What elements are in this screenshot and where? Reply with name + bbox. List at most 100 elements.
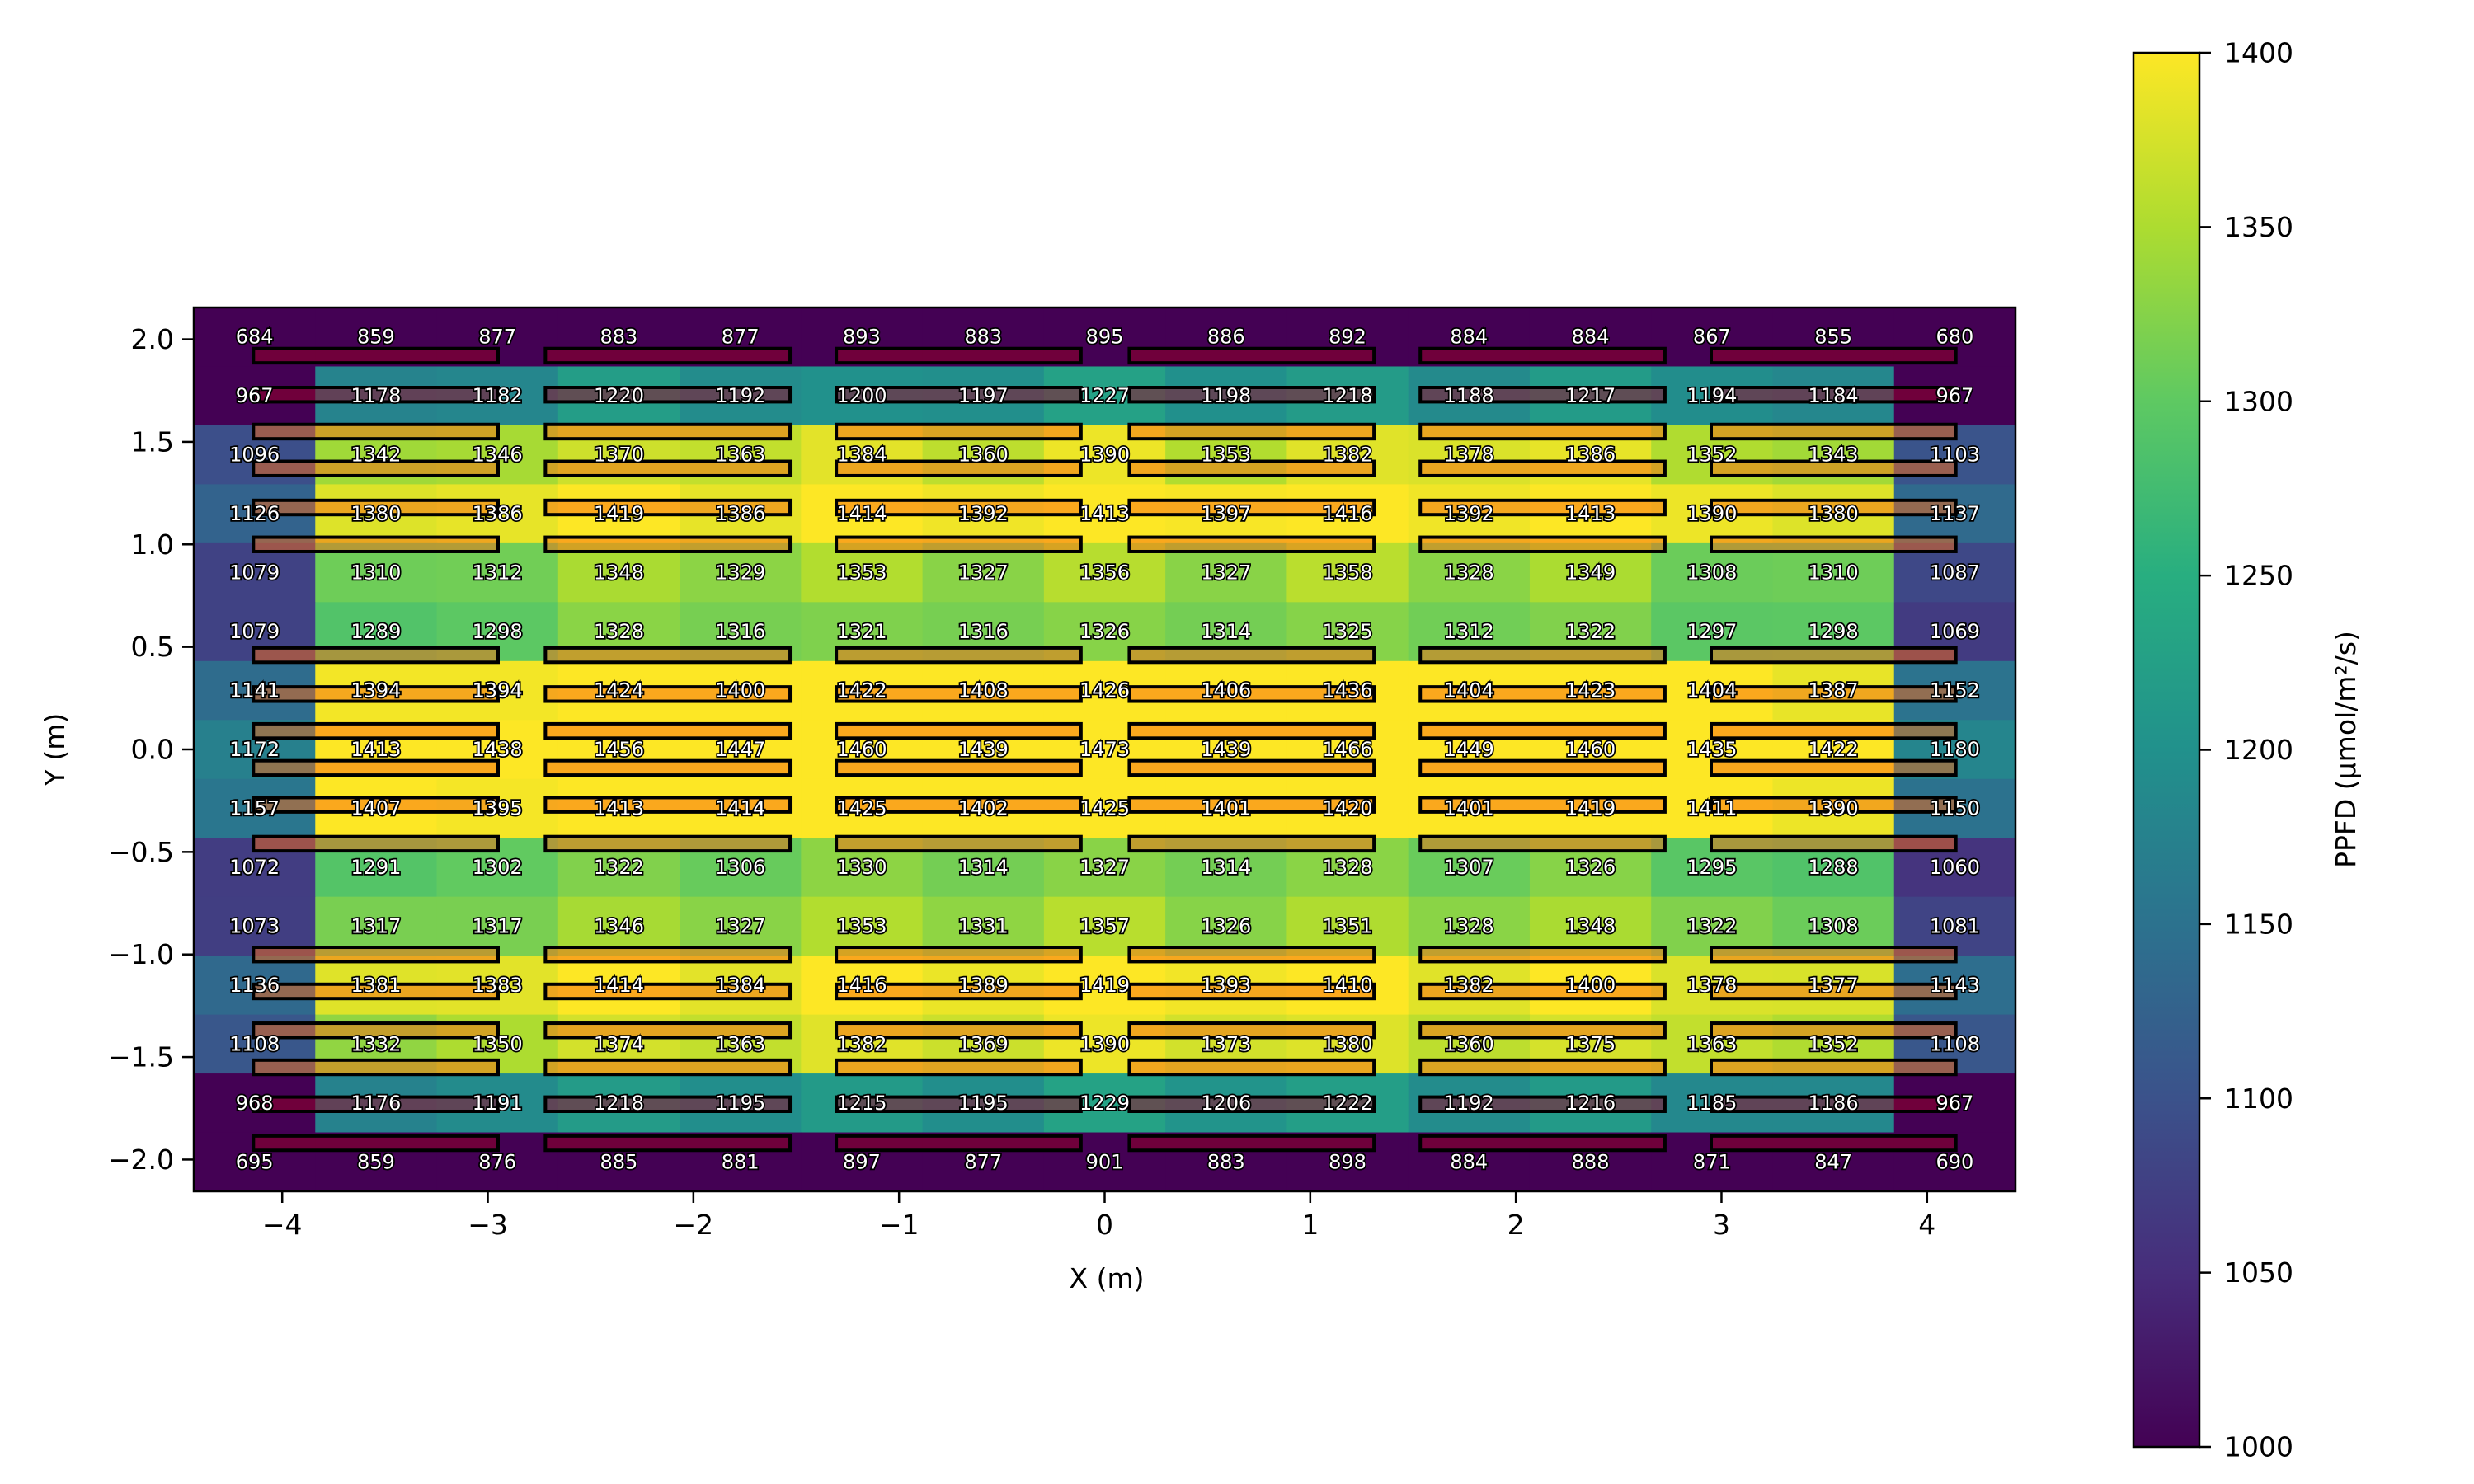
cell-value-label: 1229 (1079, 1092, 1130, 1115)
cell-value-label: 1460 (836, 738, 887, 761)
cell-value-label: 886 (1207, 326, 1245, 349)
cell-value-label: 1143 (1930, 974, 1980, 997)
light-fixture (835, 834, 1083, 853)
cell-value-label: 1356 (1079, 561, 1130, 585)
cell-value-label: 1390 (1079, 444, 1130, 467)
cell-value-label: 1108 (229, 1032, 280, 1055)
cell-value-label: 883 (964, 326, 1002, 349)
cell-value-label: 1424 (594, 679, 644, 702)
light-fixture (1418, 1095, 1667, 1113)
cell-value-label: 1081 (1930, 914, 1980, 937)
cell-value-label: 1327 (1079, 856, 1130, 879)
x-tick-label: −2 (674, 1209, 714, 1241)
y-tick-label: 0.0 (131, 734, 174, 766)
cell-value-label: 883 (1207, 1150, 1245, 1173)
light-fixture (1418, 346, 1667, 365)
light-fixture (835, 685, 1083, 703)
y-axis-label: Y (m) (39, 713, 71, 787)
cell-value-label: 1390 (1079, 1032, 1130, 1055)
cell-value-label: 895 (1086, 326, 1124, 349)
colorbar-tick-label: 1350 (2224, 211, 2293, 243)
cell-value-label: 1449 (1444, 738, 1494, 761)
cell-value-label: 1087 (1930, 561, 1980, 585)
cell-value-label: 1439 (1201, 738, 1251, 761)
cell-value-label: 1346 (594, 914, 644, 937)
light-fixture (1127, 982, 1376, 1001)
cell-value-label: 1381 (350, 974, 401, 997)
cell-value-label: 1312 (1444, 620, 1494, 643)
cell-value-label: 1384 (715, 974, 765, 997)
cell-value-label: 1435 (1686, 738, 1737, 761)
light-fixture (835, 946, 1083, 964)
light-fixture (1127, 758, 1376, 777)
cell-value-label: 1436 (1322, 679, 1372, 702)
cell-value-label: 1401 (1201, 796, 1251, 819)
light-fixture (835, 1021, 1083, 1040)
cell-value-label: 1363 (1686, 1032, 1737, 1055)
cell-value-label: 1079 (229, 561, 280, 585)
cell-value-label: 1404 (1444, 679, 1494, 702)
cell-value-label: 1216 (1565, 1092, 1616, 1115)
light-fixture (1710, 535, 1958, 553)
cell-value-label: 1413 (594, 796, 644, 819)
cell-value-label: 867 (1693, 326, 1731, 349)
cell-value-label: 884 (1450, 326, 1488, 349)
light-fixture (252, 1058, 500, 1077)
light-fixture (1418, 535, 1667, 553)
cell-value-label: 1197 (958, 384, 1009, 407)
cell-value-label: 1316 (715, 620, 765, 643)
cell-value-label: 1195 (715, 1092, 765, 1115)
x-tick-label: −1 (879, 1209, 920, 1241)
light-fixture (252, 422, 500, 441)
light-fixture (1418, 646, 1667, 665)
cell-value-label: 1369 (958, 1032, 1009, 1055)
cell-value-label: 1352 (1686, 444, 1737, 467)
cell-value-label: 1326 (1079, 620, 1130, 643)
cell-value-label: 1137 (1930, 502, 1980, 525)
light-fixture (835, 422, 1083, 441)
cell-value-label: 1322 (594, 856, 644, 879)
cell-value-label: 1297 (1686, 620, 1737, 643)
cell-value-label: 1306 (715, 856, 765, 879)
cell-value-label: 1295 (1686, 856, 1737, 879)
light-fixture (1418, 498, 1667, 517)
colorbar-tick-label: 1050 (2224, 1256, 2293, 1289)
light-fixture (1127, 1021, 1376, 1040)
cell-value-label: 1308 (1686, 561, 1737, 585)
light-fixtures (252, 346, 1958, 1153)
cell-value-label: 1227 (1079, 384, 1130, 407)
cell-value-label: 1176 (350, 1092, 401, 1115)
light-fixture (1710, 1058, 1958, 1077)
light-fixture (1710, 346, 1958, 365)
cell-value-label: 1188 (1444, 384, 1494, 407)
colorbar (2132, 51, 2201, 1449)
cell-value-label: 1180 (1930, 738, 1980, 761)
cell-value-label: 1393 (1201, 974, 1251, 997)
light-fixture (1127, 721, 1376, 740)
cell-value-label: 1328 (1444, 914, 1494, 937)
cell-value-label: 1466 (1322, 738, 1372, 761)
x-tick-label: 1 (1301, 1209, 1319, 1241)
cell-value-labels: 684 859 877 883 877 893 883 895 886 892 884 884 867 8… (228, 324, 1981, 1175)
cell-value-label: 1363 (715, 444, 765, 467)
light-fixture (252, 946, 500, 964)
cell-value-label: 1321 (836, 620, 887, 643)
light-fixture (1127, 946, 1376, 964)
cell-value-label: 1416 (836, 974, 887, 997)
cell-value-label: 1326 (1565, 856, 1616, 879)
cell-value-label: 1069 (1930, 620, 1980, 643)
cell-value-label: 1218 (1322, 384, 1372, 407)
light-fixture (1127, 796, 1376, 814)
cell-value-label: 1288 (1808, 856, 1859, 879)
light-fixture (1127, 1095, 1376, 1113)
cell-value-label: 1406 (1201, 679, 1251, 702)
cell-value-label: 1327 (715, 914, 765, 937)
cell-value-label: 1314 (1201, 620, 1251, 643)
light-fixture (1710, 386, 1958, 404)
cell-value-label: 1206 (1201, 1092, 1251, 1115)
y-tick-label: −2.0 (108, 1144, 174, 1176)
y-tick-label: −1.0 (108, 938, 174, 970)
cell-value-label: 1298 (1808, 620, 1859, 643)
cell-value-label: 1343 (1808, 444, 1859, 467)
cell-value-label: 1072 (229, 856, 280, 879)
